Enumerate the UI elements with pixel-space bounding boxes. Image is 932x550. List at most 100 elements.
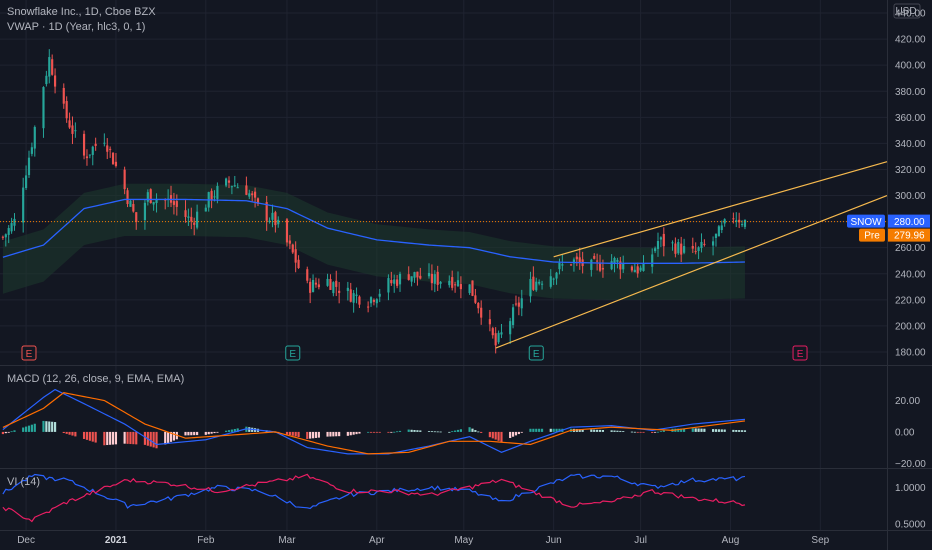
macd-histogram-bar — [346, 431, 349, 436]
candle — [367, 301, 370, 313]
candle — [297, 255, 300, 269]
candle — [4, 233, 7, 247]
macd-histogram-bar — [167, 431, 170, 444]
candle — [355, 287, 358, 304]
candle-body — [88, 154, 91, 156]
candle — [511, 304, 515, 329]
macd-histogram-bar — [213, 431, 216, 434]
earnings-marker: E — [792, 345, 808, 361]
candle-body — [172, 201, 176, 205]
time-label-May: May — [454, 535, 473, 546]
price-tick: 420.00 — [895, 35, 926, 46]
candle — [497, 330, 500, 345]
macd-histogram-bar — [474, 430, 477, 432]
candle — [494, 327, 497, 354]
candle — [111, 152, 115, 165]
macd-histogram-bar — [593, 429, 596, 432]
candle-body — [596, 260, 599, 262]
candle — [720, 220, 723, 234]
macd-histogram-bar — [622, 431, 625, 432]
candle-body — [196, 211, 199, 228]
macd-histogram-bar — [225, 430, 228, 432]
candle — [659, 236, 662, 248]
time-label-Jul: Jul — [634, 535, 647, 546]
macd-histogram-bar — [723, 429, 726, 432]
candle-body — [651, 254, 654, 267]
candle-body — [132, 204, 135, 212]
candle-body — [68, 120, 71, 128]
candle-body — [654, 248, 657, 252]
candle — [529, 271, 532, 303]
candle — [172, 192, 176, 215]
macd-histogram-bar — [497, 431, 500, 441]
candle — [378, 289, 381, 303]
candle-body — [329, 279, 332, 290]
symbol-title[interactable]: Snowflake Inc., 1D, Cboe BZX — [7, 6, 156, 18]
candle-body — [62, 87, 65, 104]
macd-histogram-bar — [610, 430, 613, 432]
vi-tick: 0.5000 — [895, 520, 926, 531]
candle — [53, 68, 57, 94]
candle — [619, 256, 622, 279]
candle — [71, 116, 74, 145]
candle — [480, 300, 483, 325]
candle — [152, 201, 155, 211]
candle-body — [717, 226, 720, 237]
candle — [488, 309, 491, 332]
candle — [703, 239, 706, 247]
earnings-marker: E — [528, 345, 544, 361]
candle — [230, 185, 233, 195]
candle — [572, 257, 576, 272]
candle — [700, 233, 703, 253]
macd-histogram-bar — [581, 429, 584, 432]
candle-body — [285, 219, 289, 243]
macd-histogram-bar — [662, 430, 665, 432]
candle — [291, 243, 294, 254]
candle-body — [22, 187, 25, 223]
candle-body — [253, 191, 257, 198]
macd-histogram-bar — [42, 420, 45, 432]
candle — [277, 216, 280, 228]
candle — [245, 176, 248, 196]
symbol-tag-label: SNOW — [850, 217, 882, 228]
macd-histogram-bar — [74, 431, 77, 437]
candle — [82, 130, 86, 160]
candle — [639, 265, 642, 273]
macd-legend[interactable]: MACD (12, 26, close, 9, EMA, EMA) — [7, 373, 185, 385]
vi-legend[interactable]: VI (14) — [7, 476, 41, 488]
candle-body — [636, 266, 639, 274]
macd-histogram-bar — [598, 429, 602, 432]
candle-body — [578, 257, 581, 263]
macd-histogram-bar — [82, 431, 86, 439]
candle — [311, 274, 315, 293]
vwap-legend[interactable]: VWAP · 1D (Year, hlc3, 0, 1) — [7, 21, 146, 33]
earnings-marker-box — [285, 345, 301, 361]
candle — [265, 195, 268, 231]
candle — [662, 227, 665, 257]
candle — [558, 258, 561, 275]
macd-histogram-bar — [22, 427, 25, 432]
candle-body — [416, 271, 419, 278]
candle-body — [143, 202, 147, 221]
macd-histogram-bar — [204, 431, 207, 435]
candle — [346, 281, 349, 301]
candle — [135, 212, 138, 230]
candle — [123, 166, 126, 195]
macd-histogram-bar — [430, 431, 433, 433]
macd-histogram-bar — [378, 431, 381, 433]
time-axis: Dec 2021 Feb Mar Apr May Jun Jul Aug Sep — [17, 535, 829, 546]
candle — [552, 277, 555, 286]
candle — [636, 262, 639, 278]
candle-body — [227, 180, 231, 183]
candle-body — [410, 276, 413, 282]
candle-body — [593, 255, 596, 259]
candle — [94, 137, 97, 151]
candle-body — [358, 296, 361, 305]
candle — [520, 289, 523, 317]
candle — [578, 247, 581, 270]
candle — [491, 326, 494, 339]
macd-histogram-bar — [532, 428, 535, 432]
macd-histogram-bar — [169, 431, 173, 442]
